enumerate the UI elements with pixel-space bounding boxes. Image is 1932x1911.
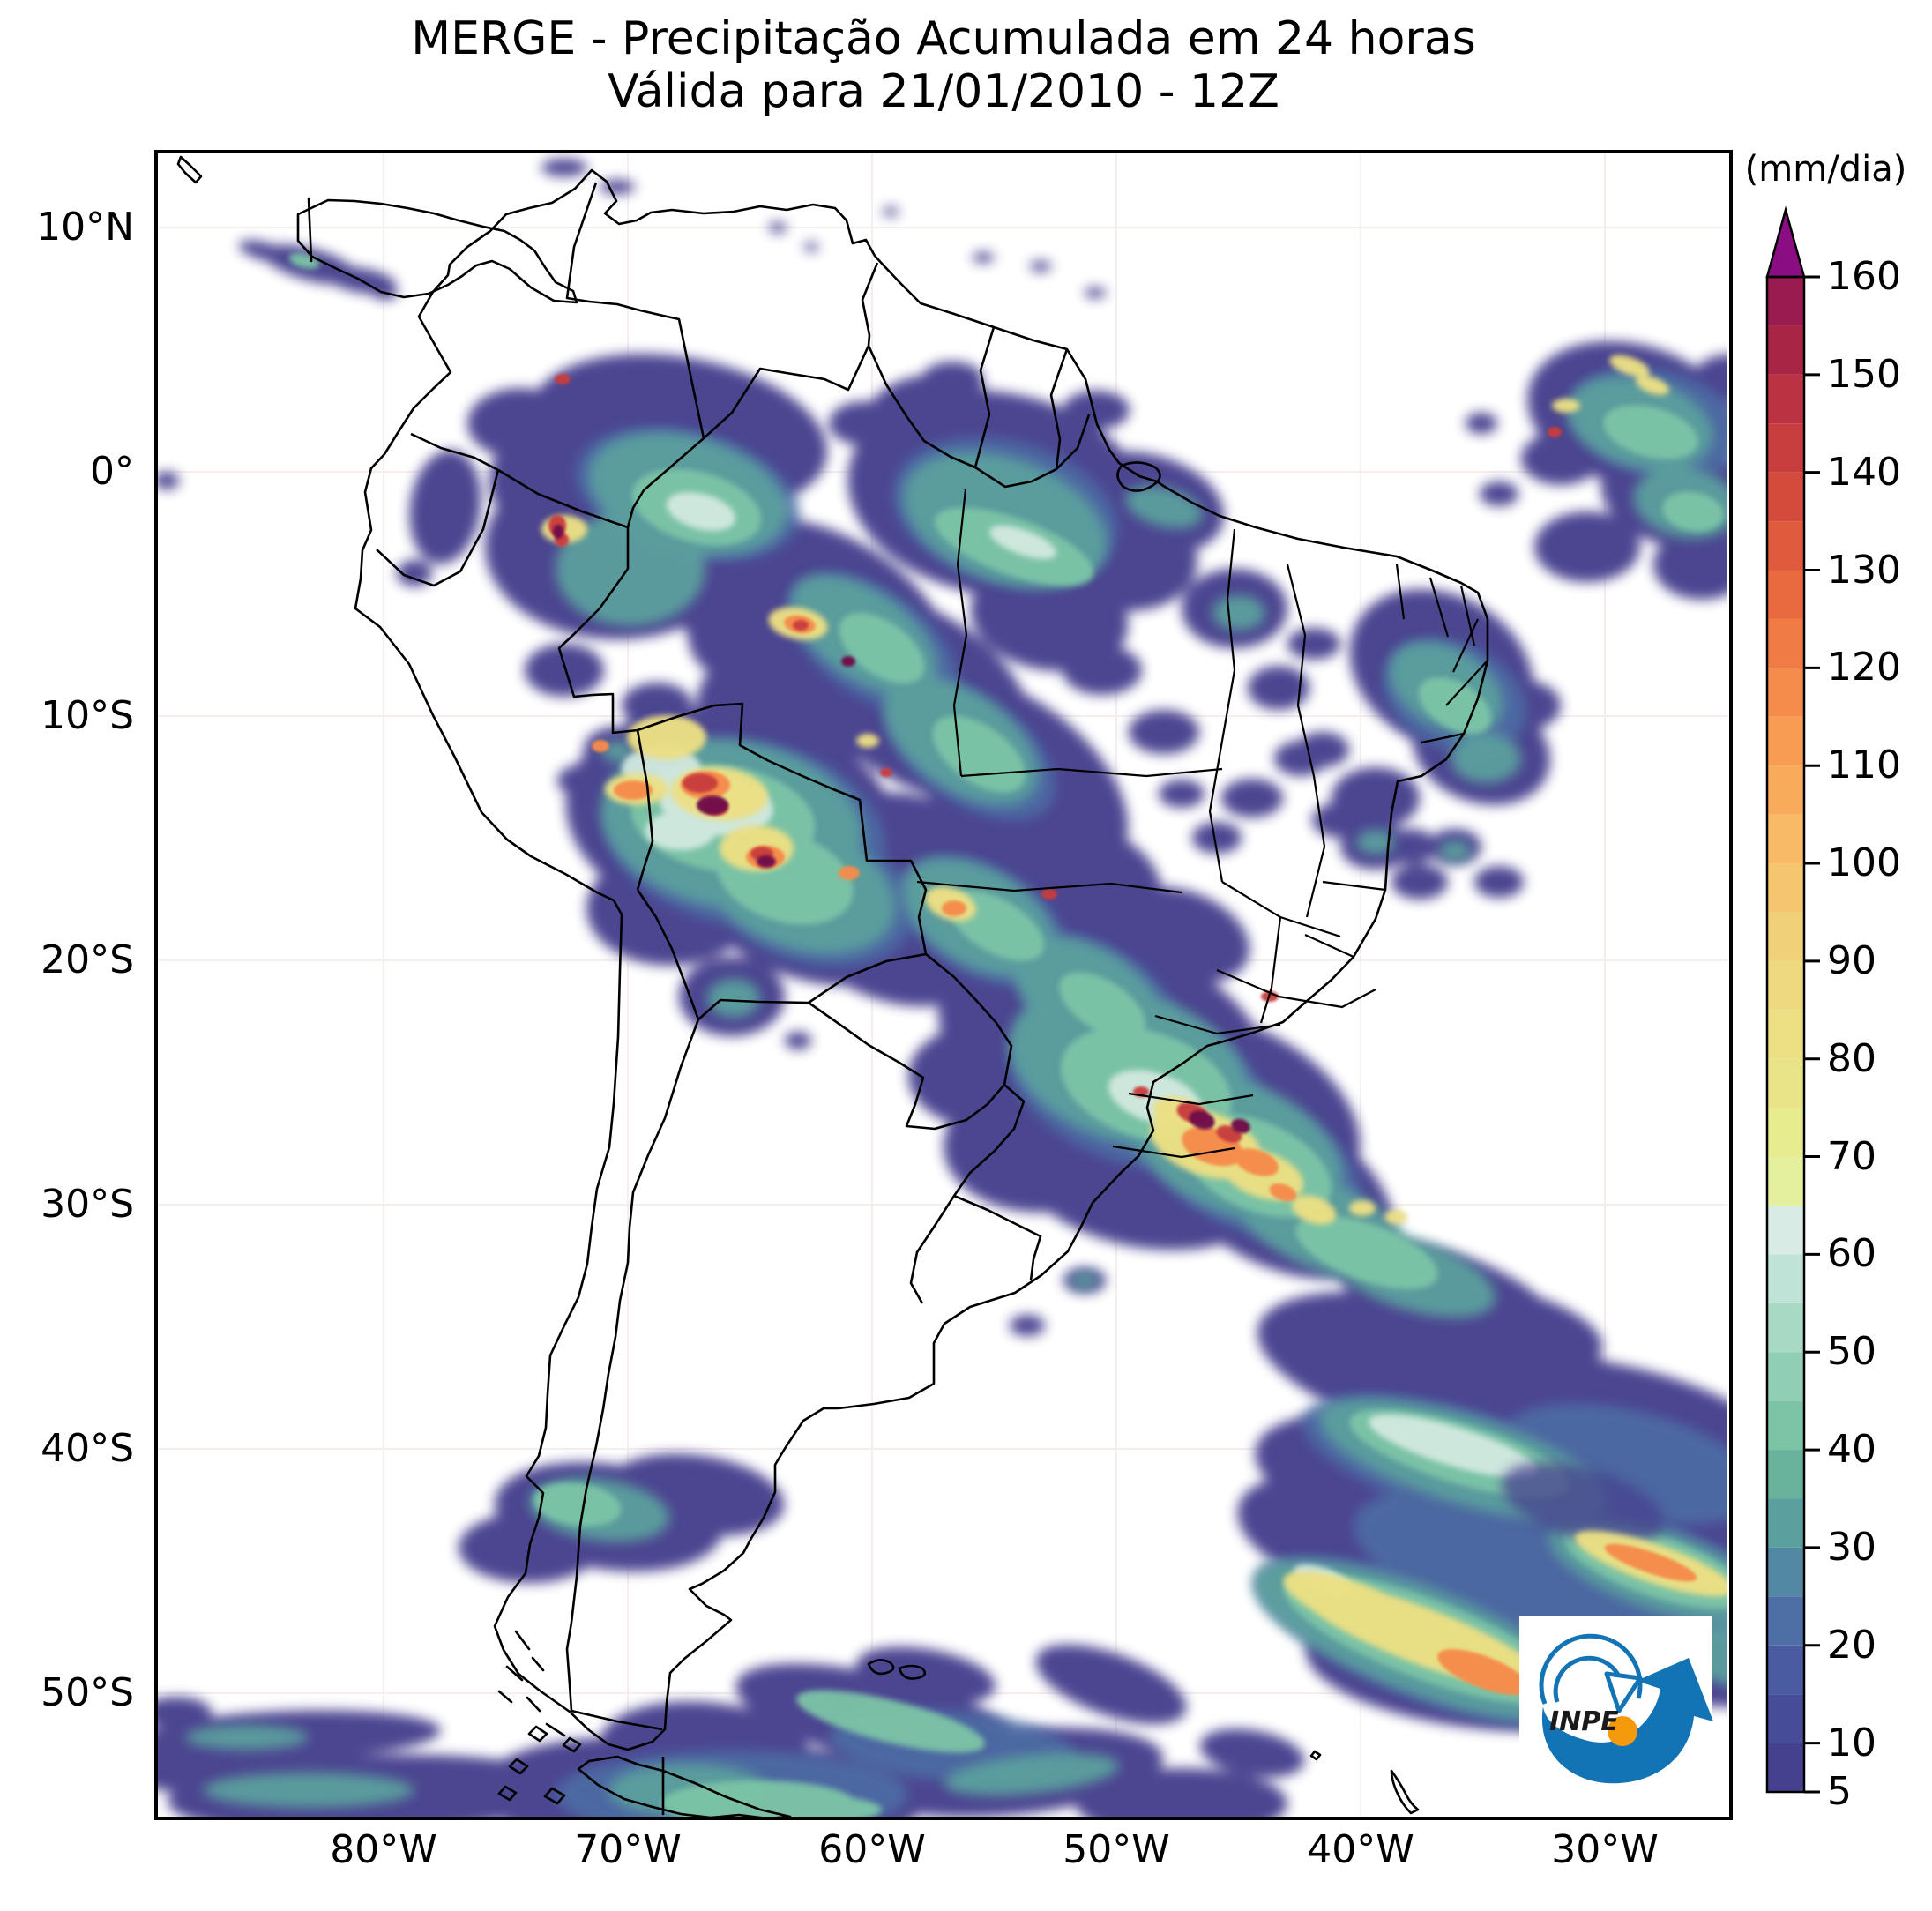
lon-tick-label: 50°W <box>1063 1827 1170 1872</box>
precip-layer-blue-patch <box>1502 1462 1664 1545</box>
colorbar-over-arrow <box>1765 205 1806 279</box>
colorbar-tick-label: 20 <box>1827 1622 1876 1668</box>
colorbar-tick-label: 50 <box>1827 1329 1876 1375</box>
colorbar-tick-label: 120 <box>1827 645 1901 690</box>
colorbar-band <box>1767 521 1804 571</box>
colorbar-band <box>1767 668 1804 717</box>
colorbar-tick-label: 30 <box>1827 1524 1876 1570</box>
colorbar-band <box>1767 325 1804 375</box>
colorbar-band <box>1767 1596 1804 1646</box>
inpe-logo-text: INPE <box>1549 1706 1619 1737</box>
lon-tick-label: 30°W <box>1551 1827 1659 1872</box>
colorbar-band <box>1767 1254 1804 1303</box>
colorbar-band <box>1767 1743 1804 1792</box>
colorbar-tick-label: 90 <box>1827 937 1876 983</box>
colorbar-band <box>1767 1645 1804 1695</box>
colorbar-tick-label: 10 <box>1827 1720 1876 1765</box>
colorbar-band <box>1767 1205 1804 1255</box>
colorbar-bands <box>1767 277 1804 1792</box>
lat-tick-label: 20°S <box>41 937 134 982</box>
colorbar-band <box>1767 1108 1804 1157</box>
colorbar-tick-label: 80 <box>1827 1035 1876 1081</box>
colorbar-band <box>1767 1156 1804 1206</box>
colorbar-band <box>1767 765 1804 815</box>
lat-tick-label: 0° <box>90 449 134 494</box>
colorbar-band <box>1767 1400 1804 1451</box>
colorbar-band <box>1767 423 1804 473</box>
colorbar-unit-label: (mm/dia) <box>1744 149 1907 190</box>
lat-tick-label: 10°N <box>36 205 134 250</box>
map-frame <box>154 150 1733 1820</box>
colorbar-band <box>1767 1058 1804 1109</box>
colorbar-band <box>1767 912 1804 961</box>
lat-tick-label: 10°S <box>41 693 134 738</box>
colorbar-tick-label: 5 <box>1827 1769 1852 1814</box>
precip-layer-extreme <box>553 525 1250 1134</box>
colorbar-band <box>1767 1303 1804 1353</box>
colorbar-tick-label: 160 <box>1827 254 1901 299</box>
colorbar-band <box>1767 472 1804 522</box>
colorbar-band <box>1767 570 1804 619</box>
colorbar-band <box>1767 1352 1804 1401</box>
colorbar-tick-label: 150 <box>1827 351 1901 397</box>
colorbar-band <box>1767 374 1804 424</box>
page-title: MERGE - Precipitação Acumulada em 24 hor… <box>411 12 1476 65</box>
lon-tick-label: 80°W <box>330 1827 437 1872</box>
colorbar-tick-label: 70 <box>1827 1133 1876 1179</box>
lat-tick-label: 30°S <box>41 1182 134 1227</box>
lat-tick-label: 40°S <box>41 1426 134 1471</box>
lon-tick-label: 40°W <box>1307 1827 1414 1872</box>
colorbar-band <box>1767 1010 1804 1059</box>
colorbar-tick-label: 40 <box>1827 1427 1876 1473</box>
colorbar-outline <box>1765 205 1806 1794</box>
colorbar-band <box>1767 716 1804 766</box>
colorbar-band <box>1767 277 1804 326</box>
lat-tick-label: 50°S <box>41 1670 134 1715</box>
colorbar-tick-label: 100 <box>1827 840 1901 886</box>
lon-tick-label: 70°W <box>574 1827 682 1872</box>
colorbar-tick-label: 130 <box>1827 547 1901 593</box>
inpe-logo: INPE <box>1519 1616 1713 1817</box>
colorbar-band <box>1767 618 1804 668</box>
colorbar-tick-label: 60 <box>1827 1231 1876 1277</box>
colorbar-band <box>1767 814 1804 864</box>
colorbar <box>1765 205 1820 1794</box>
colorbar-band <box>1767 960 1804 1011</box>
colorbar-tick-label: 110 <box>1827 743 1901 788</box>
colorbar-ticks <box>1804 275 1820 1794</box>
state-borders <box>916 489 1488 1159</box>
country-borders <box>376 182 1091 1815</box>
lon-tick-label: 60°W <box>818 1827 926 1872</box>
colorbar-band <box>1767 1450 1804 1499</box>
coastlines <box>176 155 1489 1817</box>
colorbar-tick-label: 140 <box>1827 449 1901 495</box>
colorbar-band <box>1767 1498 1804 1548</box>
page-subtitle: Válida para 21/01/2010 - 12Z <box>608 65 1279 118</box>
colorbar-frame <box>1765 275 1806 1794</box>
colorbar-band <box>1767 1547 1804 1597</box>
colorbar-band <box>1767 1694 1804 1743</box>
colorbar-band <box>1767 863 1804 913</box>
